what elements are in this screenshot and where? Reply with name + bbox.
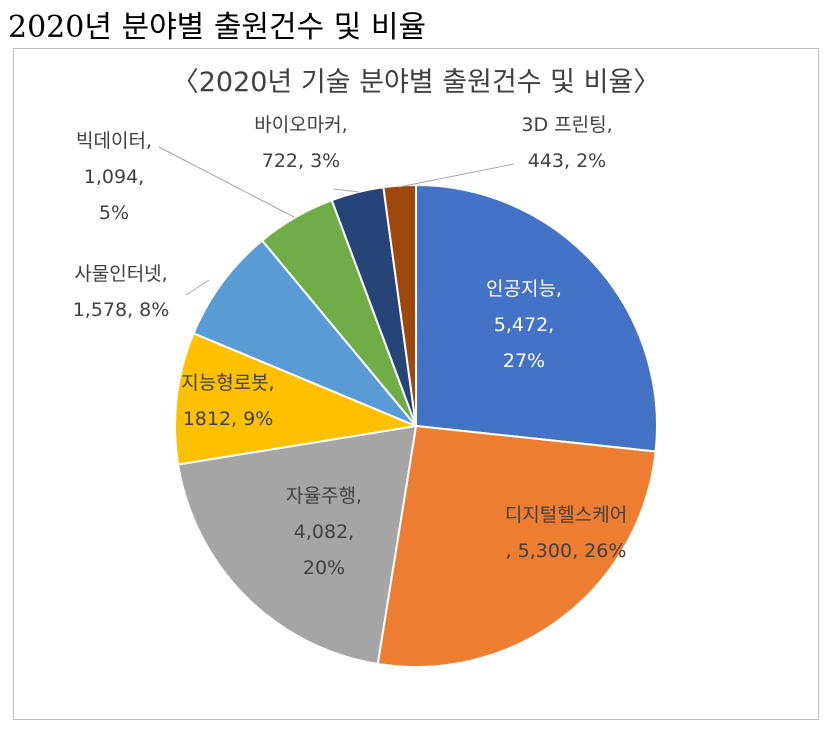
data-label-line: 자율주행, [286, 485, 362, 507]
data-label-line: 빅데이터, [76, 130, 152, 152]
pie-slice-5 [192, 239, 417, 427]
data-label-4: 지능형로봇, 1812, 9% [181, 372, 274, 430]
pie-slice-8 [382, 183, 417, 427]
data-label-line: 4,082, [294, 521, 354, 543]
data-label-line: 바이오마커, [254, 114, 347, 136]
data-label-6: 빅데이터, 1,094, 5% [76, 130, 152, 224]
pie-slice-2 [376, 424, 657, 668]
data-label-line: 27% [503, 350, 545, 372]
pie-chart: 〈2020년 기술 분야별 출원건수 및 비율〉 인공지능, 5,472, 27% 디… [73, 67, 661, 668]
pie-slice-1 [415, 183, 658, 453]
data-label-line: , 5,300, 26% [506, 540, 627, 562]
data-label-line: 20% [303, 557, 345, 579]
data-labels: 인공지능, 5,472, 27% 디지털헬스케어 , 5,300, 26% 자율주행, 4,… [73, 114, 628, 579]
data-label-5: 사물인터넷, 1,578, 8% [73, 263, 170, 321]
data-label-line: 5% [99, 202, 129, 224]
data-label-line: 지능형로봇, [181, 372, 274, 394]
data-label-line: 1,578, 8% [73, 299, 170, 321]
data-label-line: 5,472, [494, 314, 554, 336]
leader-line-6 [158, 146, 295, 218]
page-heading: 2020년 분야별 출원건수 및 비율 [8, 10, 427, 45]
chart-container: 〈2020년 기술 분야별 출원건수 및 비율〉 인공지능, 5,472, 27% 디… [13, 48, 819, 720]
pie-slice-4 [174, 331, 420, 466]
leader-line-8 [398, 163, 515, 188]
data-label-line: 디지털헬스케어 [505, 504, 627, 526]
leader-line-7 [333, 188, 360, 193]
data-label-line: 443, 2% [528, 150, 607, 172]
data-label-line: 사물인터넷, [74, 263, 167, 285]
chart-title: 〈2020년 기술 분야별 출원건수 및 비율〉 [172, 67, 661, 98]
data-label-1: 인공지능, 5,472, 27% [486, 278, 562, 372]
data-label-7: 바이오마커, 722, 3% [254, 114, 347, 172]
pie-slice-3 [176, 424, 418, 666]
data-label-2: 디지털헬스케어 , 5,300, 26% [505, 504, 627, 562]
data-label-line: 1,094, [84, 166, 144, 188]
leader-line-5 [185, 279, 210, 296]
data-label-line: 722, 3% [262, 150, 341, 172]
data-label-line: 인공지능, [486, 278, 562, 300]
leader-lines [158, 146, 515, 296]
pie-slices [174, 183, 658, 668]
data-label-8: 3D 프린팅, 443, 2% [521, 114, 612, 172]
data-label-line: 1812, 9% [183, 408, 274, 430]
data-label-line: 3D 프린팅, [521, 114, 612, 136]
data-label-3: 자율주행, 4,082, 20% [286, 485, 362, 579]
